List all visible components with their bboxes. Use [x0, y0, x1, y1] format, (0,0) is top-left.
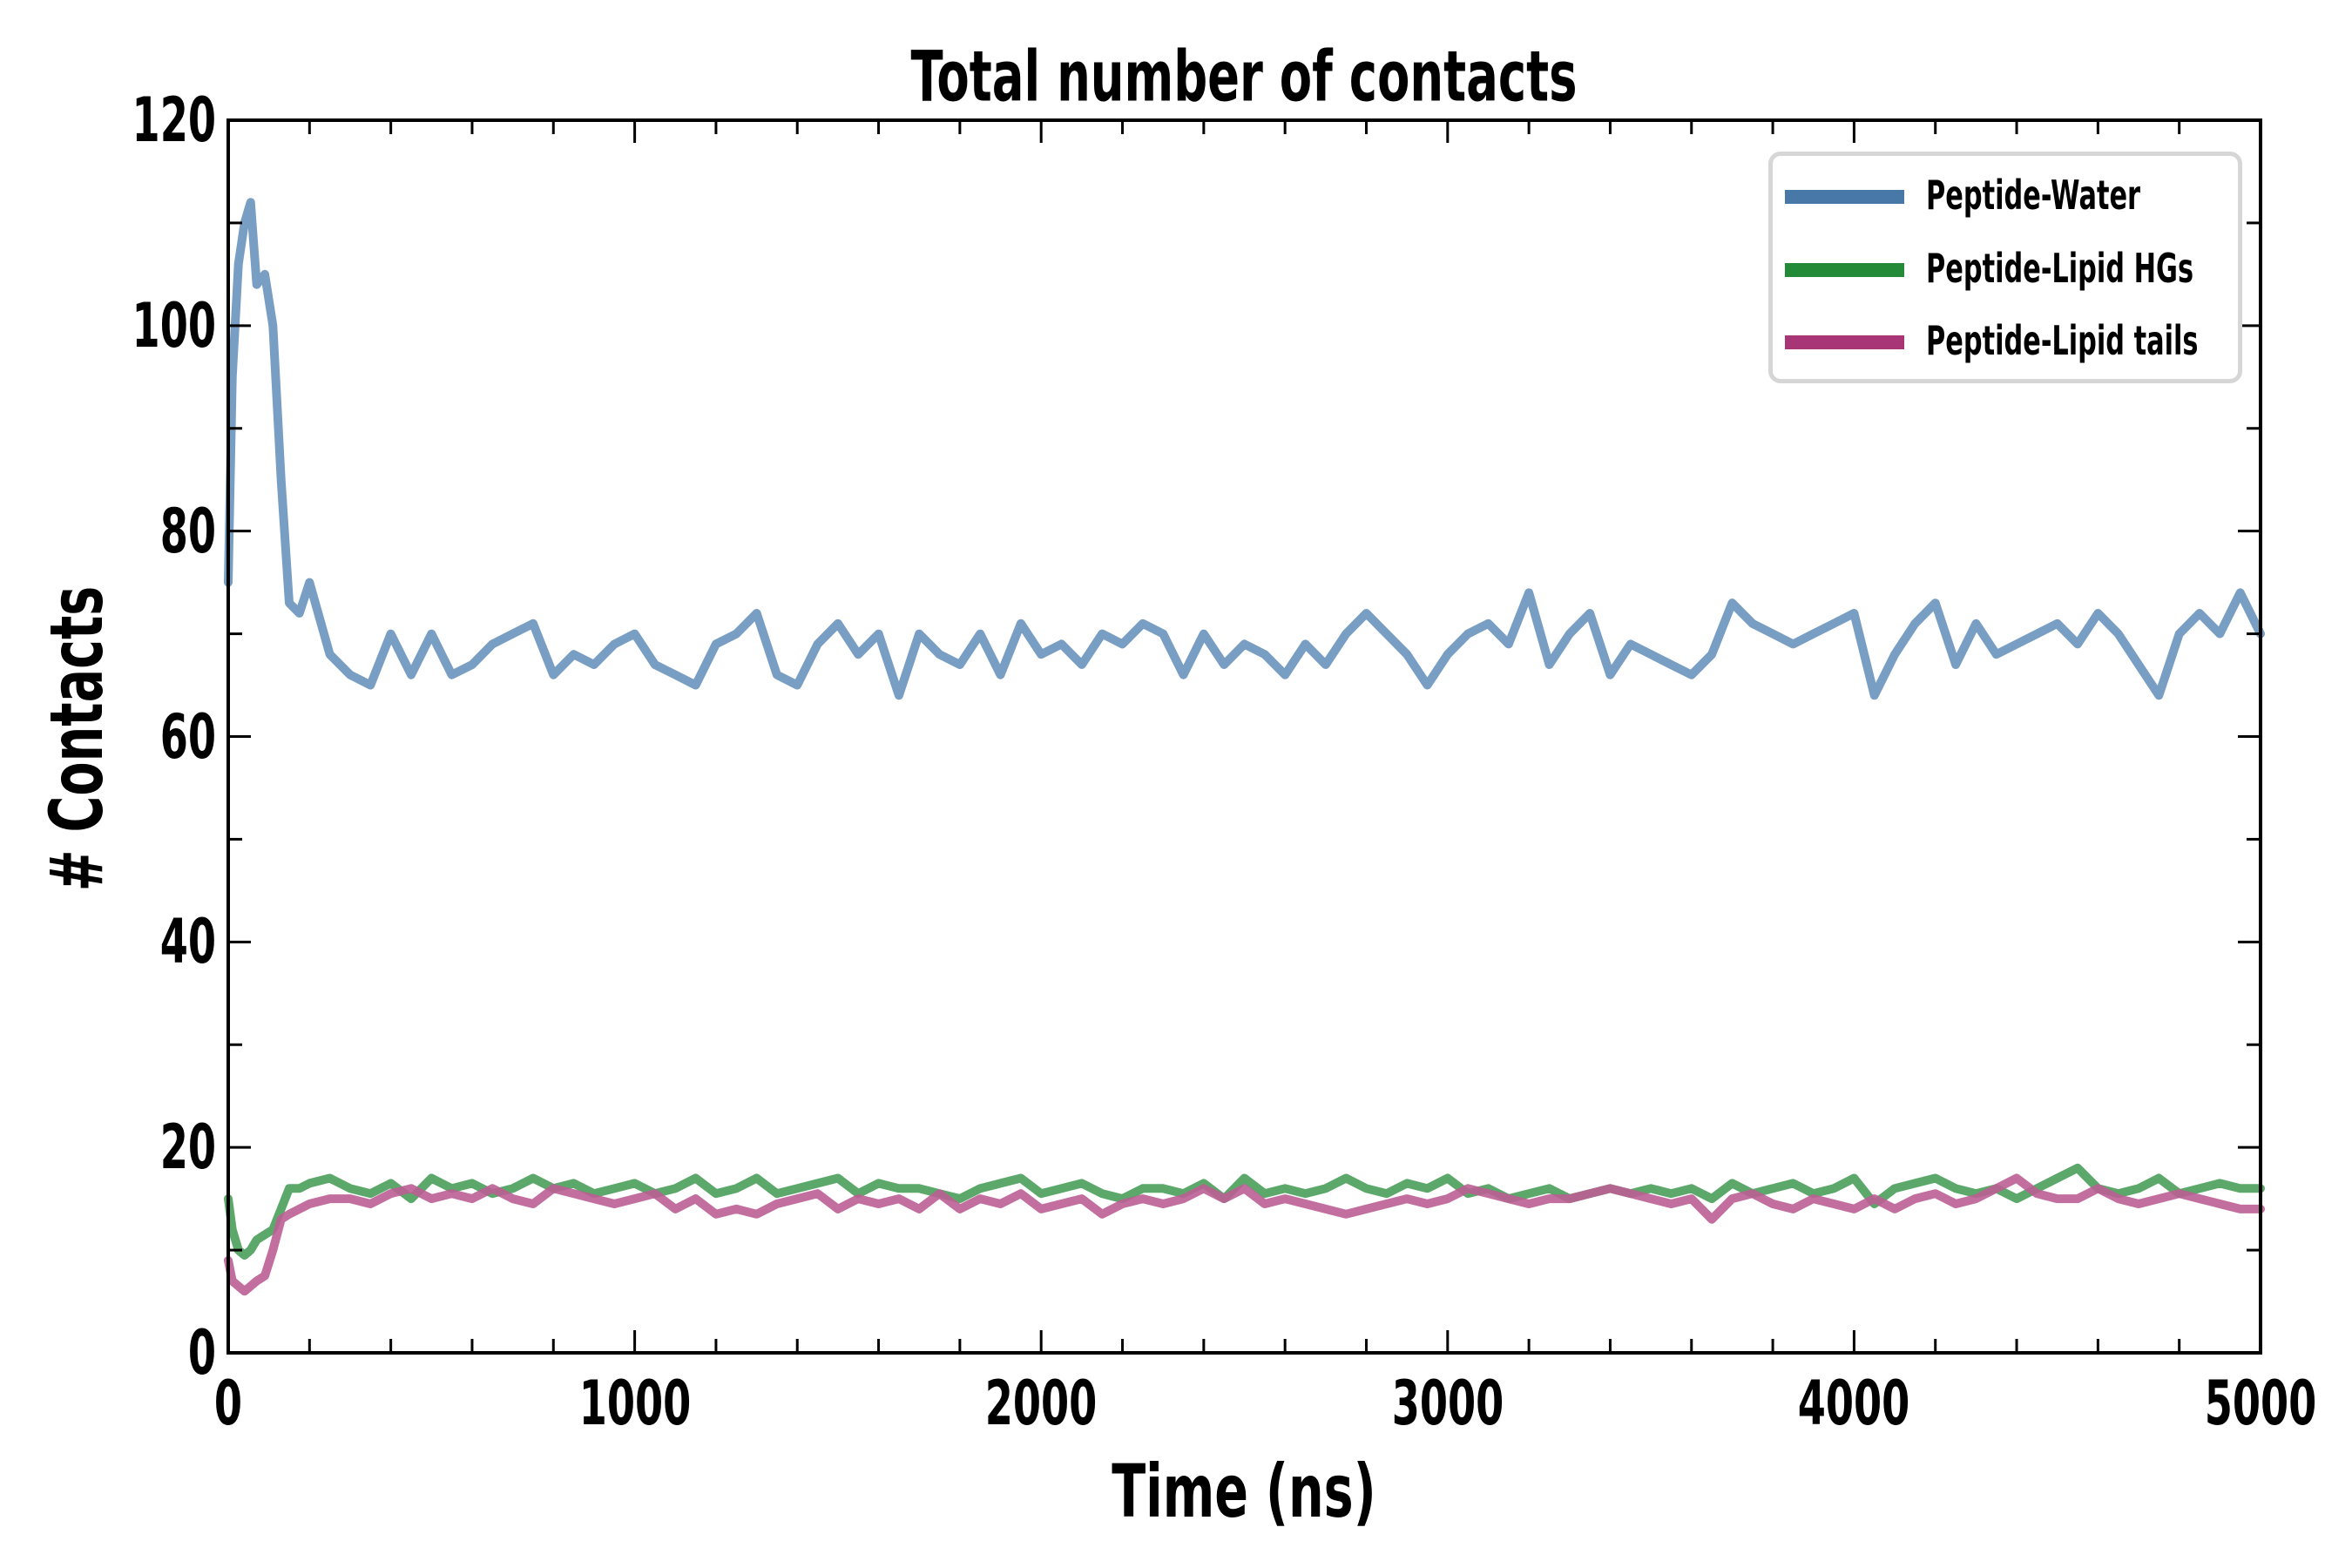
chart-title: Total number of contacts [910, 36, 1578, 118]
legend-item-tails: Peptide-Lipid tails [1773, 314, 2238, 367]
legend-label: Peptide-Lipid HGs [1926, 245, 2194, 292]
x-tick-label: 1000 [578, 1368, 691, 1439]
legend-swatch-hgs [1785, 263, 1904, 277]
y-tick-label: 20 [159, 1112, 216, 1184]
x-tick-label: 3000 [1391, 1368, 1504, 1439]
legend-item-hgs: Peptide-Lipid HGs [1773, 242, 2238, 294]
plot-frame [226, 118, 2262, 1355]
y-tick-label: 40 [159, 906, 216, 978]
legend-item-water: Peptide-Water [1773, 169, 2238, 221]
x-axis-label: Time (ns) [1112, 1449, 1376, 1534]
series-line-peptide-lipid-hgs [224, 1163, 2265, 1260]
y-tick-label: 60 [159, 700, 216, 773]
y-tick-label: 120 [132, 84, 216, 156]
legend-swatch-water [1785, 190, 1904, 204]
x-tick-label: 5000 [2204, 1368, 2317, 1439]
legend: Peptide-Water Peptide-Lipid HGs Peptide-… [1768, 152, 2242, 383]
x-tick-label: 4000 [1798, 1368, 1910, 1439]
series-line-peptide-lipid-tails [224, 1173, 2265, 1296]
y-tick-label: 80 [159, 495, 216, 567]
y-axis-label: # Contacts [34, 585, 119, 892]
x-tick-label: 0 [213, 1368, 243, 1439]
legend-label: Peptide-Water [1926, 172, 2141, 219]
legend-label: Peptide-Lipid tails [1926, 317, 2199, 364]
x-tick-label: 2000 [984, 1368, 1098, 1439]
series-line-peptide-water [224, 198, 2265, 700]
legend-swatch-tails [1785, 335, 1904, 349]
y-tick-label: 0 [187, 1317, 216, 1389]
y-tick-label: 100 [132, 289, 216, 362]
